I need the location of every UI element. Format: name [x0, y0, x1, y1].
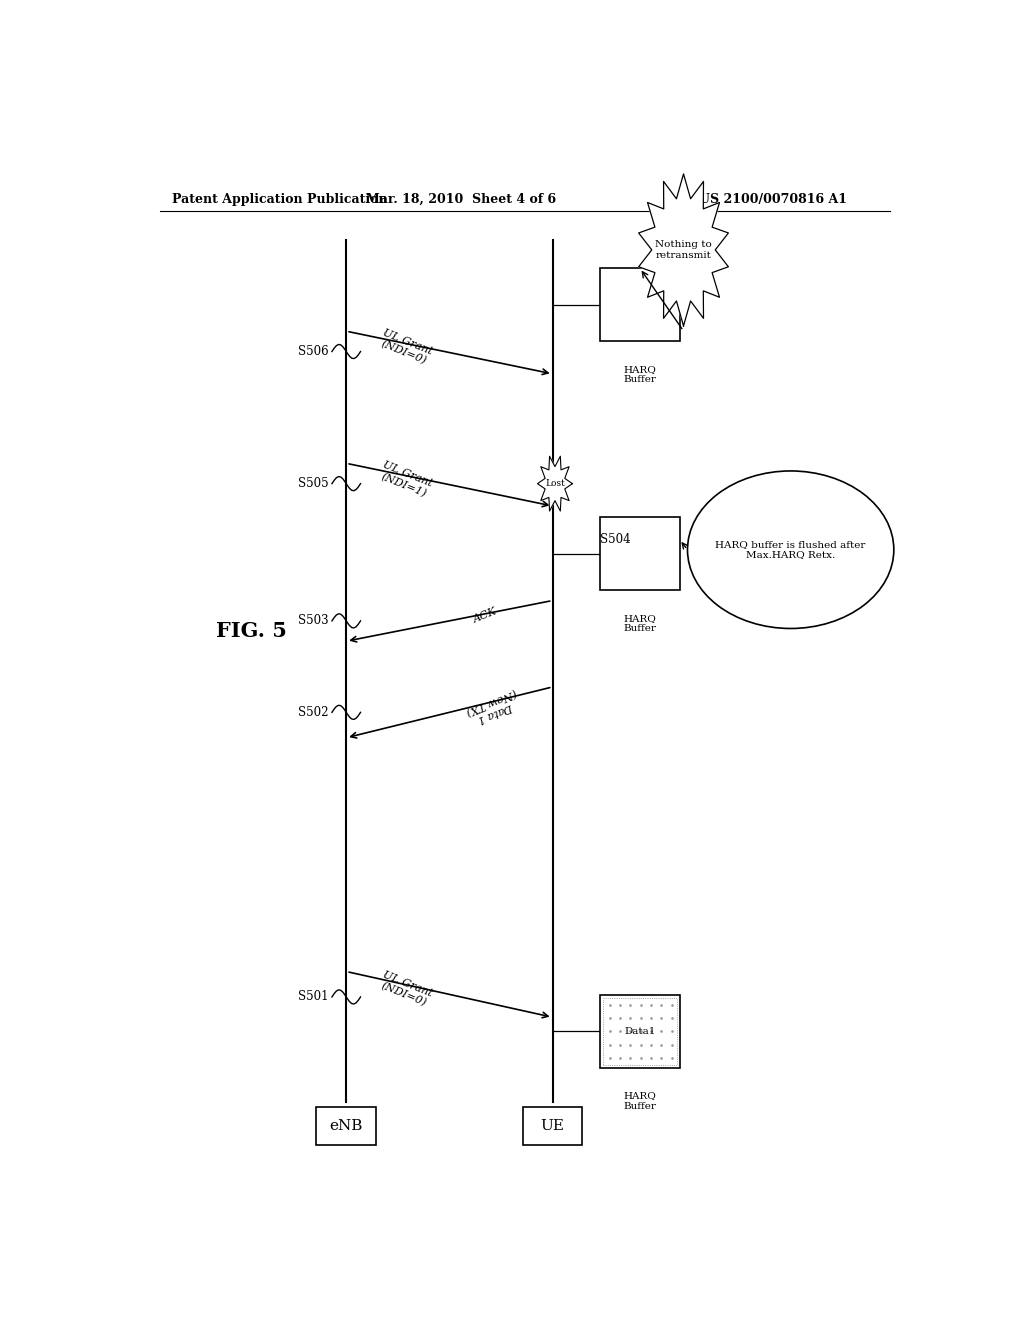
- Text: HARQ
Buffer: HARQ Buffer: [624, 614, 656, 634]
- FancyBboxPatch shape: [600, 995, 680, 1068]
- Text: HARQ
Buffer: HARQ Buffer: [624, 1092, 656, 1111]
- Ellipse shape: [687, 471, 894, 628]
- Text: eNB: eNB: [330, 1119, 362, 1133]
- Text: US 2100/0070816 A1: US 2100/0070816 A1: [699, 193, 848, 206]
- FancyBboxPatch shape: [316, 1106, 376, 1146]
- Text: UE: UE: [541, 1119, 564, 1133]
- Text: UL Grant
(NDI=0): UL Grant (NDI=0): [377, 969, 434, 1010]
- Text: S505: S505: [298, 477, 329, 490]
- Text: S501: S501: [298, 990, 329, 1003]
- Text: S504: S504: [600, 533, 631, 546]
- Text: Lost: Lost: [545, 479, 565, 488]
- Text: UL Grant
(NDI=1): UL Grant (NDI=1): [377, 459, 434, 500]
- FancyBboxPatch shape: [600, 517, 680, 590]
- Text: HARQ buffer is flushed after
Max.HARQ Retx.: HARQ buffer is flushed after Max.HARQ Re…: [716, 540, 866, 560]
- Text: Data1: Data1: [625, 1027, 655, 1036]
- Text: S502: S502: [298, 706, 329, 719]
- Text: S503: S503: [298, 614, 329, 627]
- Text: Patent Application Publication: Patent Application Publication: [172, 193, 387, 206]
- Text: FIG. 5: FIG. 5: [216, 620, 287, 642]
- Text: Nothing to
retransmit: Nothing to retransmit: [655, 240, 712, 260]
- Polygon shape: [538, 457, 572, 511]
- Text: HARQ
Buffer: HARQ Buffer: [624, 364, 656, 384]
- Text: Mar. 18, 2010  Sheet 4 of 6: Mar. 18, 2010 Sheet 4 of 6: [367, 193, 556, 206]
- Text: S506: S506: [298, 345, 329, 358]
- FancyBboxPatch shape: [523, 1106, 583, 1146]
- Text: ACK: ACK: [472, 606, 499, 626]
- FancyBboxPatch shape: [600, 268, 680, 342]
- Polygon shape: [639, 174, 728, 326]
- Text: UL Grant
(NDI=0): UL Grant (NDI=0): [377, 327, 434, 367]
- Text: Data 1
(New TX): Data 1 (New TX): [464, 688, 522, 727]
